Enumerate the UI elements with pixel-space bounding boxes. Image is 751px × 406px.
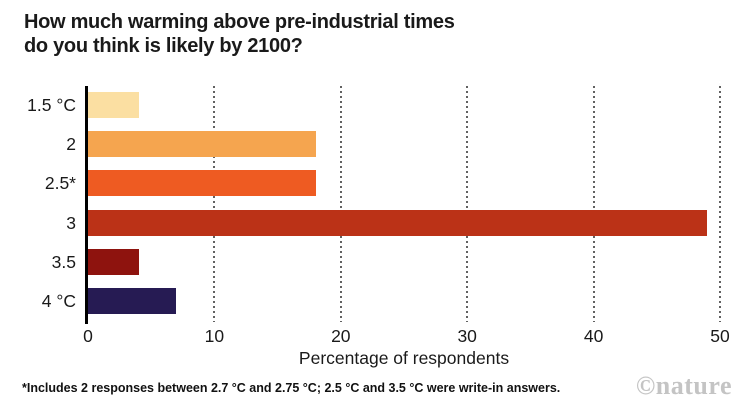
x-tick-label-10: 10 <box>204 326 225 346</box>
category-label-1.5c: 1.5 °C <box>27 95 76 115</box>
category-label-4c: 4 °C <box>41 291 76 311</box>
plot-area <box>85 86 721 324</box>
gridline-40 <box>592 86 595 322</box>
gridline-10 <box>213 86 216 322</box>
bar-2.5c <box>88 170 316 197</box>
category-label-3.5c: 3.5 <box>51 251 76 272</box>
x-tick-label-30: 30 <box>457 326 477 346</box>
bar-2c <box>88 131 316 158</box>
gridline-30 <box>466 86 469 322</box>
gridline-50 <box>719 86 721 322</box>
x-tick-label-40: 40 <box>583 326 604 346</box>
footnote: *Includes 2 responses between 2.7 °C and… <box>22 381 561 395</box>
category-label-2.5c: 2.5* <box>44 173 76 194</box>
bar-1.5c <box>88 92 139 118</box>
y-axis-line <box>85 86 88 324</box>
x-tick-label-0: 0 <box>83 326 93 346</box>
category-label-2c: 2 <box>66 134 76 155</box>
gridline-20 <box>339 86 342 322</box>
bar-3c <box>88 209 708 236</box>
bar-3.5c <box>88 248 139 275</box>
x-tick-label-20: 20 <box>331 326 351 346</box>
x-axis-title: Percentage of respondents <box>298 348 510 368</box>
bar-4c <box>88 288 177 314</box>
nature-logo: ©nature <box>635 371 732 400</box>
category-label-3c: 3 <box>66 212 76 233</box>
chart-title: How much warming above pre-industrial ti… <box>24 11 455 57</box>
x-tick-label-50: 50 <box>710 326 730 346</box>
